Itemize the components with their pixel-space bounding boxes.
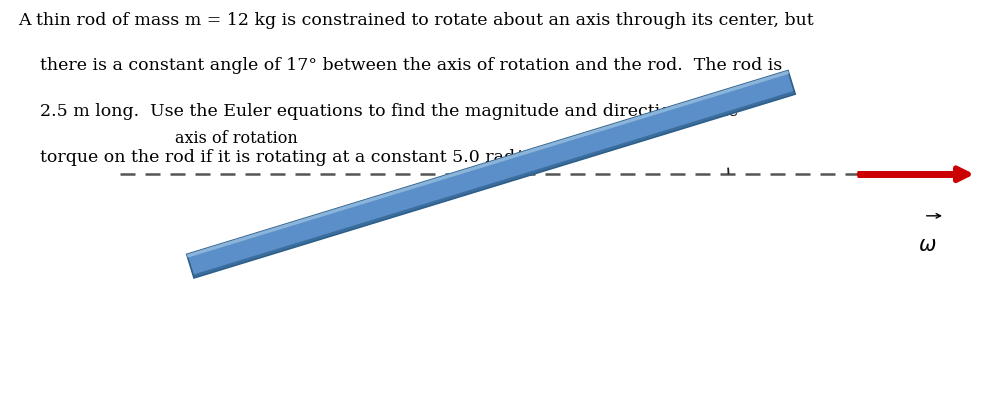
Text: torque on the rod if it is rotating at a constant 5.0 rad/s: torque on the rod if it is rotating at a…	[18, 148, 530, 166]
Polygon shape	[186, 70, 789, 258]
Text: $\omega$: $\omega$	[918, 236, 936, 255]
Polygon shape	[186, 70, 796, 278]
Text: A thin rod of mass m = 12 kg is constrained to rotate about an axis through its : A thin rod of mass m = 12 kg is constrai…	[18, 12, 814, 29]
Text: there is a constant angle of 17° between the axis of rotation and the rod.  The : there is a constant angle of 17° between…	[18, 57, 783, 74]
Polygon shape	[193, 91, 796, 278]
Text: 17°: 17°	[601, 131, 633, 150]
Text: axis of rotation: axis of rotation	[175, 130, 299, 147]
Text: 2.5 m long.  Use the Euler equations to find the magnitude and direction of the: 2.5 m long. Use the Euler equations to f…	[18, 103, 738, 120]
